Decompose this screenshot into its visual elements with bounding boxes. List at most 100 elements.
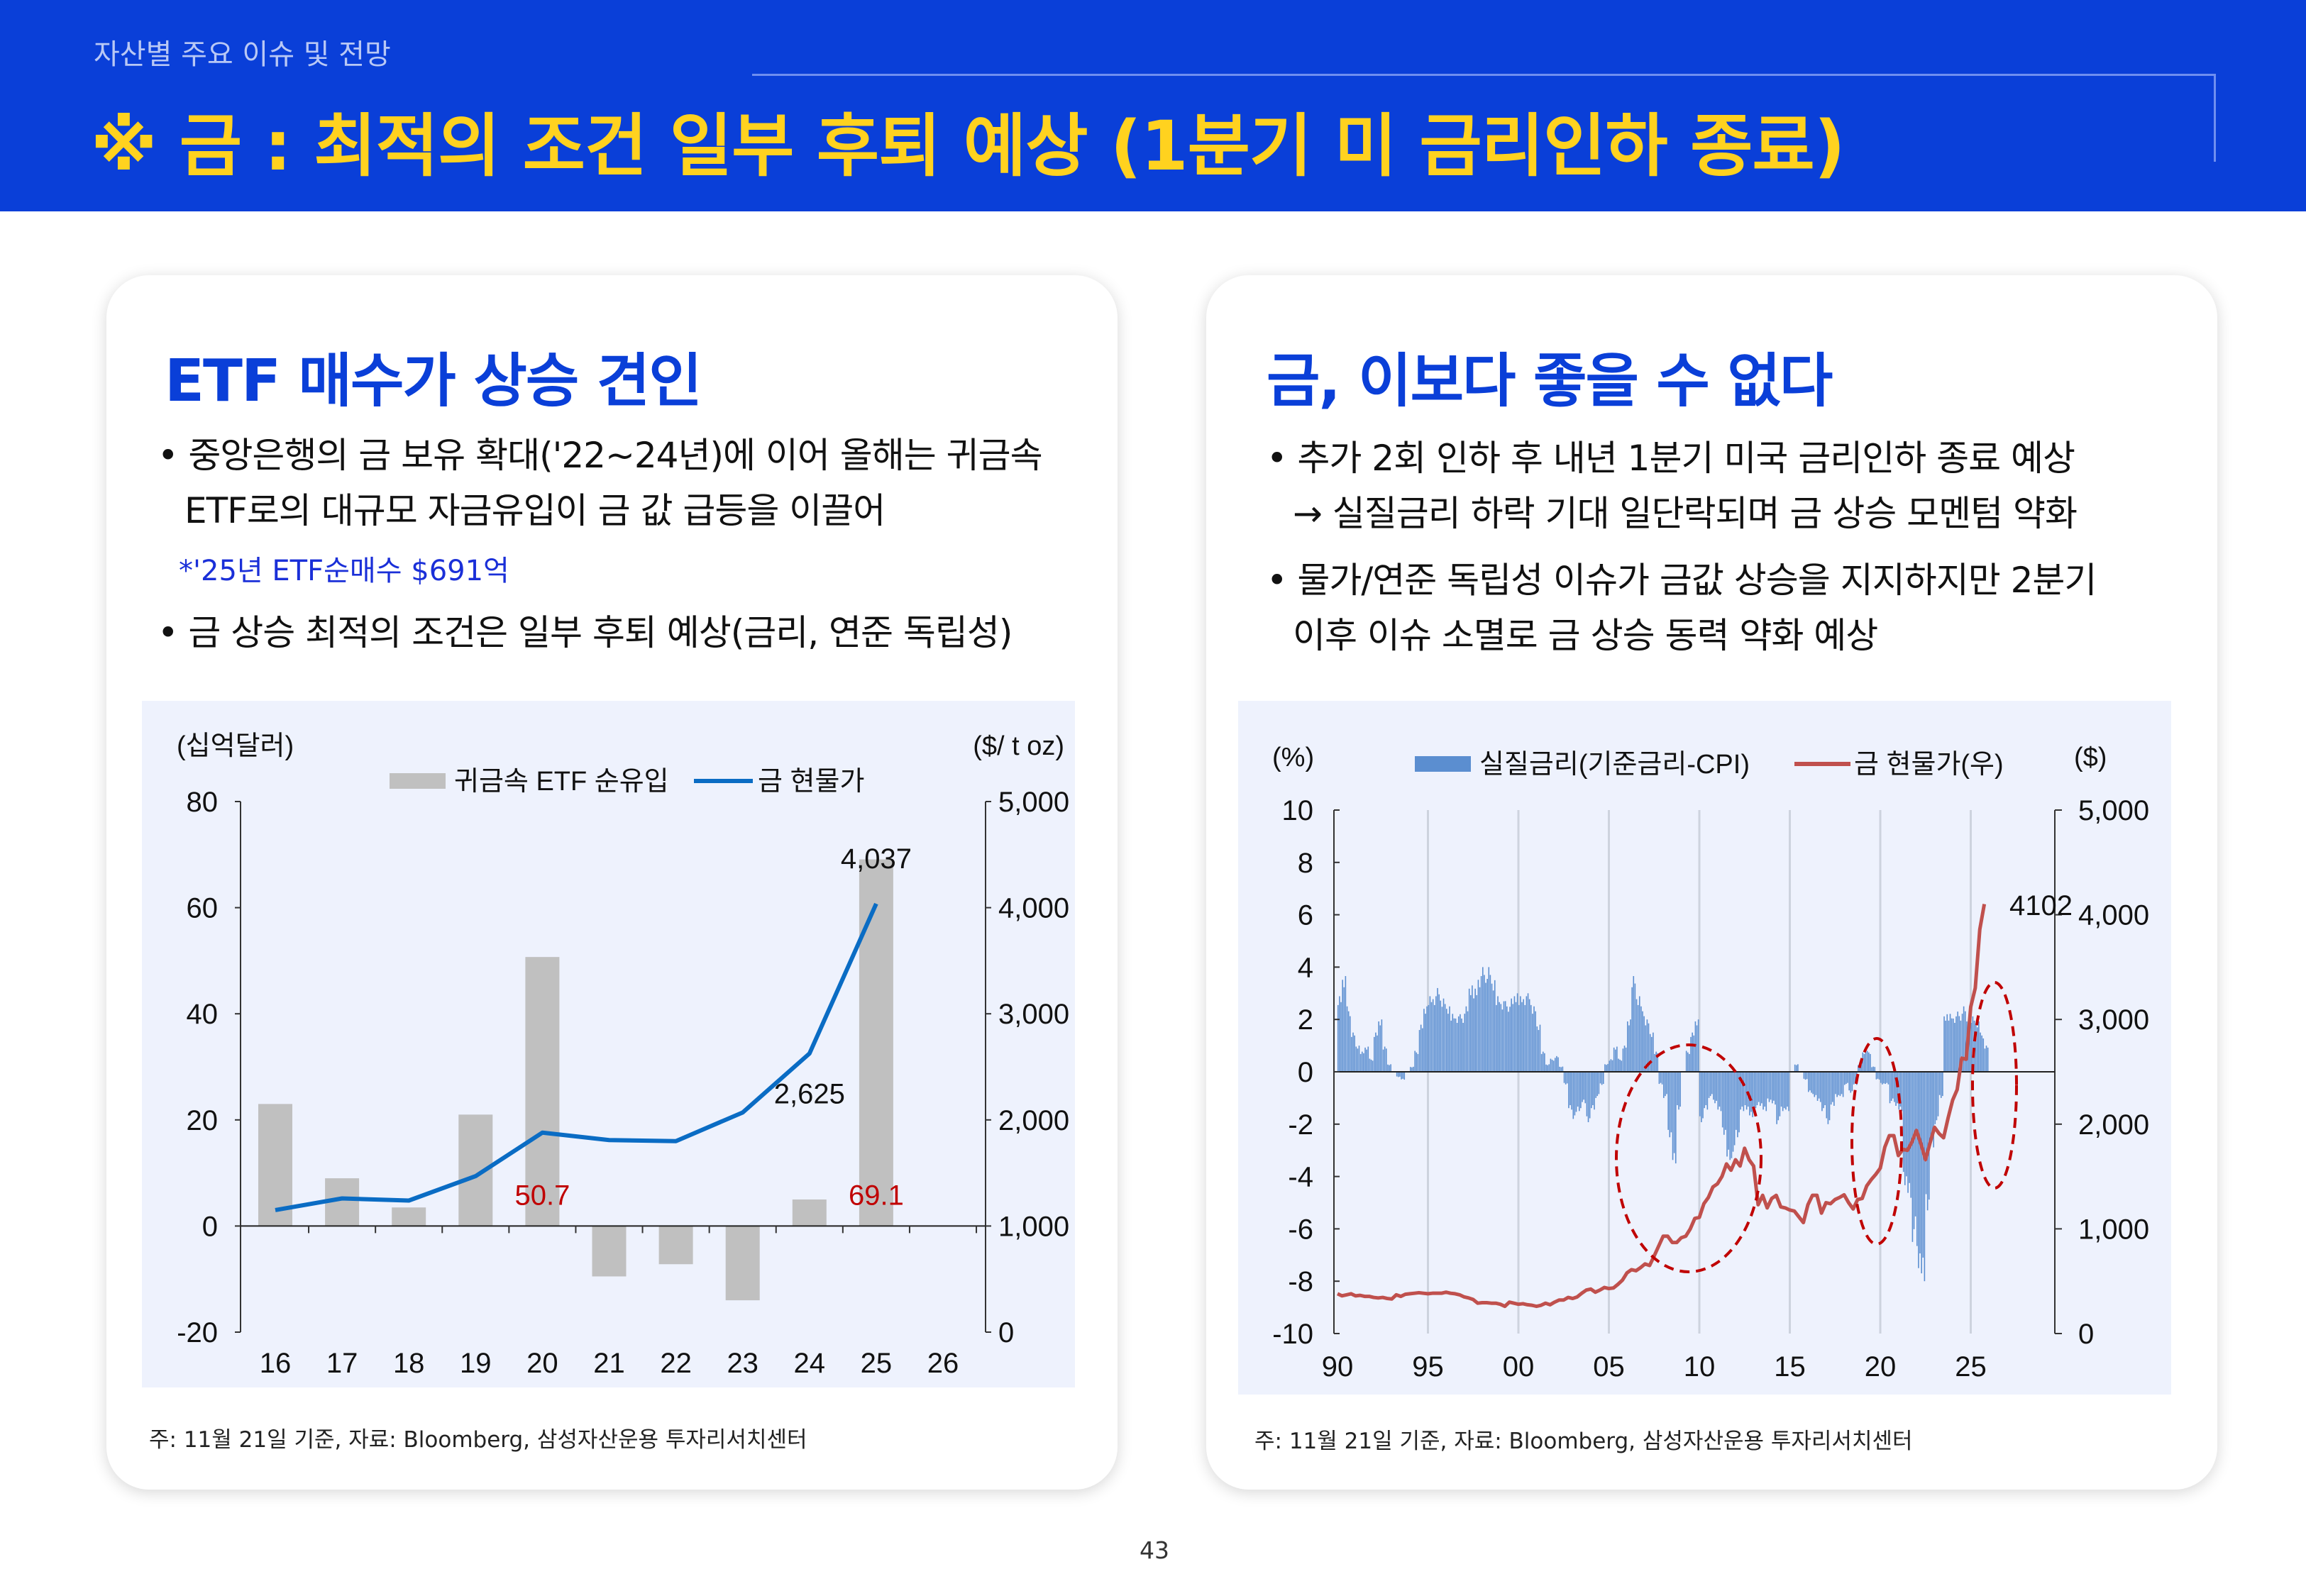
y-tick-label: 4 [1298, 952, 1313, 983]
real-rate-bar [1830, 1072, 1832, 1105]
real-rate-bar [1804, 1072, 1806, 1080]
left-bullet-1-line-2: ETF로의 대규모 자금유입이 금 값 급등을 이끌어 [184, 490, 886, 531]
real-rate-bar [1545, 1064, 1547, 1072]
real-rate-bar [1783, 1072, 1785, 1109]
real-rate-bar [1833, 1072, 1835, 1106]
y2-tick-label: 2,000 [998, 1105, 1069, 1136]
real-rate-bar [1963, 1006, 1965, 1072]
y2-tick-label: 0 [2078, 1319, 2094, 1350]
real-rate-bar [1440, 1000, 1442, 1072]
real-rate-bar [1523, 999, 1524, 1072]
real-rate-bar [1417, 1053, 1419, 1072]
real-rate-bar [1527, 993, 1529, 1072]
x-tick-label: 15 [1774, 1351, 1806, 1382]
real-rate-bar [1410, 1067, 1411, 1072]
y-tick-label: -8 [1288, 1266, 1313, 1297]
etf-bar [725, 1226, 760, 1301]
real-rate-bar [1399, 1072, 1401, 1077]
real-rate-bar [1413, 1066, 1414, 1072]
real-rate-bar [1571, 1072, 1572, 1110]
real-rate-bar [1780, 1072, 1782, 1107]
real-rate-bar [1711, 1072, 1713, 1095]
real-rate-bar [1518, 1004, 1520, 1072]
real-rate-bar [1699, 1072, 1701, 1116]
y2-tick-label: 2,000 [2078, 1109, 2149, 1141]
real-rate-bar [1369, 1058, 1371, 1072]
real-rate-bar [1866, 1051, 1868, 1072]
etf-bar [859, 859, 893, 1226]
real-rate-bar [1539, 1024, 1541, 1072]
real-rate-bar [1547, 1065, 1548, 1072]
real-rate-bar [1925, 1072, 1927, 1195]
real-rate-bar [1841, 1072, 1843, 1095]
real-rate-bar [1480, 976, 1482, 1072]
real-rate-bar [1346, 1006, 1348, 1072]
real-rate-bar [1821, 1072, 1823, 1112]
real-rate-bar [1619, 1059, 1621, 1072]
real-rate-bar [1958, 1016, 1960, 1072]
header-divider [752, 74, 2215, 76]
real-rate-bar [1645, 1025, 1647, 1072]
x-tick-label: 90 [1322, 1351, 1354, 1382]
real-rate-bar [1430, 1002, 1433, 1072]
real-rate-bar [1594, 1072, 1595, 1110]
real-rate-bar [1469, 994, 1472, 1072]
real-rate-bar [1611, 1060, 1613, 1072]
real-rate-bar [1555, 1058, 1556, 1072]
real-rate-bar [1906, 1072, 1907, 1177]
real-rate-bar [1544, 1053, 1545, 1072]
real-rate-bar [1452, 1014, 1454, 1072]
real-rate-bar [1444, 1004, 1446, 1072]
real-rate-bar [1706, 1072, 1709, 1110]
real-rate-bar [1598, 1072, 1600, 1095]
real-rate-bar [1437, 987, 1438, 1072]
real-rate-bar [1719, 1072, 1721, 1107]
y-tick-label: -2 [1288, 1109, 1313, 1141]
real-rate-bar [1987, 1047, 1989, 1072]
real-rate-bar [1583, 1072, 1584, 1100]
real-rate-bar [1616, 1046, 1618, 1072]
real-rate-bar [1732, 1072, 1734, 1152]
x-tick-label: 00 [1503, 1351, 1535, 1382]
real-rate-bar [1880, 1072, 1882, 1083]
real-rate-bar [1563, 1072, 1565, 1083]
real-rate-bar [1586, 1072, 1588, 1116]
real-rate-bar [1738, 1072, 1740, 1133]
real-rate-bar [1828, 1072, 1831, 1121]
real-rate-bar [1752, 1072, 1753, 1117]
real-rate-bar [1339, 996, 1340, 1072]
real-rate-bar [1768, 1072, 1770, 1102]
real-rate-bar [1359, 1053, 1362, 1072]
real-rate-bar [1390, 1064, 1391, 1072]
real-rate-bar [1785, 1072, 1787, 1110]
real-rate-bar [1342, 980, 1343, 1072]
right-bullet-2-line-2: 이후 이슈 소멸로 금 상승 동력 약화 예상 [1293, 615, 1878, 656]
real-rate-bar [1630, 1019, 1631, 1072]
real-rate-bar [1675, 1072, 1677, 1164]
y2-tick-label: 4,000 [2078, 900, 2149, 931]
real-rate-bar [1542, 1051, 1544, 1072]
real-rate-bar [1482, 967, 1484, 1072]
real-rate-bar [1423, 1009, 1425, 1072]
real-rate-bar [1669, 1072, 1671, 1138]
real-rate-bar [1937, 1072, 1939, 1116]
real-rate-bar [1566, 1072, 1568, 1084]
real-rate-bar [1628, 1025, 1630, 1072]
real-rate-bar [1504, 1001, 1506, 1072]
real-rate-bar [1978, 1021, 1980, 1072]
real-rate-bar [1627, 1021, 1628, 1072]
real-rate-bar [1809, 1072, 1811, 1091]
real-rate-bar [1709, 1072, 1711, 1097]
real-rate-bar [1713, 1072, 1714, 1100]
real-rate-bar [1572, 1072, 1574, 1119]
real-rate-bar [1461, 1018, 1462, 1072]
real-rate-bar [1882, 1072, 1883, 1085]
real-rate-bar [1824, 1072, 1826, 1106]
highlight-ellipse [1615, 1043, 1762, 1273]
y-tick-label: 8 [1298, 848, 1313, 879]
real-rate-bar [1960, 1020, 1962, 1072]
real-rate-bar [1595, 1072, 1596, 1098]
real-rate-bar [1352, 1032, 1354, 1072]
real-rate-bar [1450, 1020, 1452, 1072]
left-heading: ETF 매수가 상승 견인 [165, 348, 702, 415]
